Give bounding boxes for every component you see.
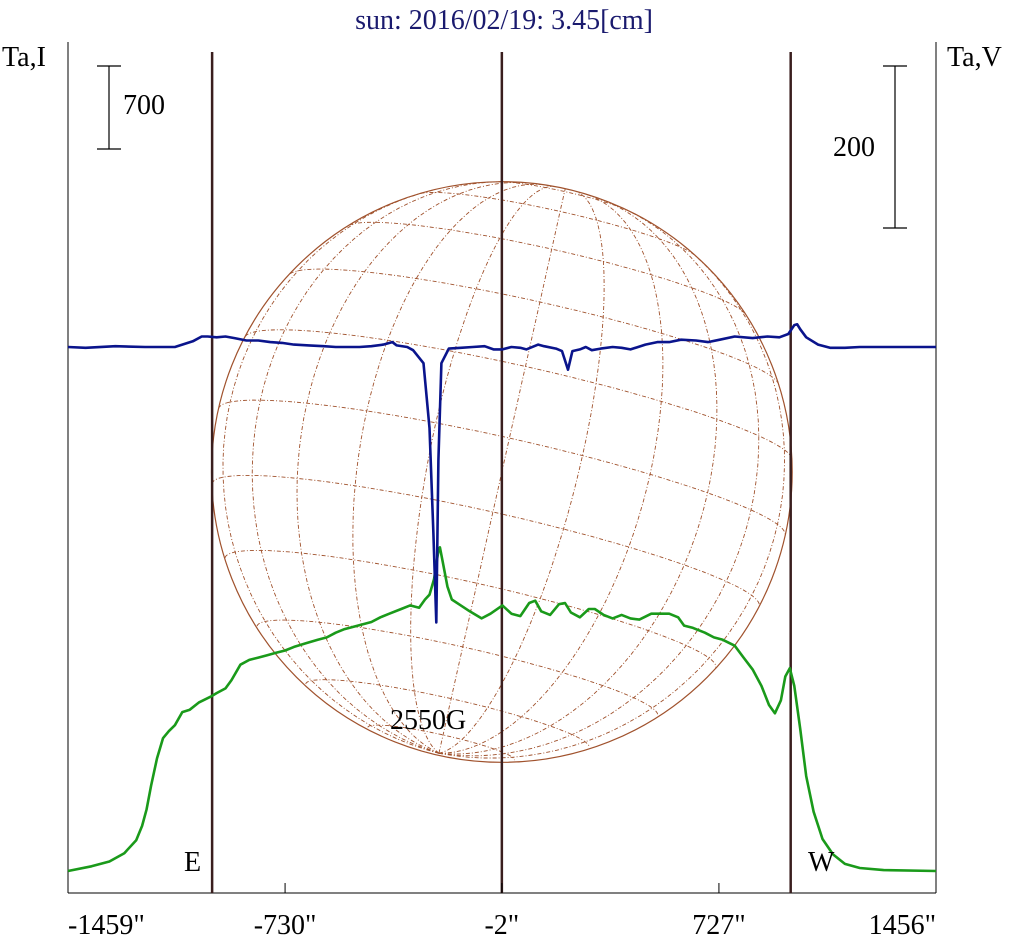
x-tick-label: 1456" [869,910,936,941]
disk-grid-line [224,549,717,668]
series-line-Ta,V [67,323,936,624]
left-scale-value: 700 [123,90,165,121]
disk-grid-line [289,268,779,384]
disk-grid-line [244,329,793,459]
series-group [67,323,937,873]
east-limb-label: E [184,847,201,878]
disk-grid-line [438,194,664,754]
disk-grid-line [352,183,543,754]
left-scale-bar: 700 [97,65,165,150]
disk-grid-line [438,188,566,754]
x-tick-label: -1459" [68,910,145,941]
right-axis-label: Ta,V [947,42,1002,73]
right-scale-value: 200 [833,132,875,163]
disk-grid-line [438,244,785,759]
x-tick-label: -730" [254,910,317,941]
disk-grid-line [251,181,501,754]
right-scale-bar: 200 [833,65,907,229]
disk-grid-line [256,619,659,716]
disk-grid-line [438,200,718,755]
disk-grid-line [222,189,440,754]
chart-title: sun: 2016/02/19: 3.45[cm] [355,5,653,36]
x-axis: -1459" -730" -2" 727" 1456" [67,883,937,941]
field-annotation: 2550G [390,705,466,736]
disk-grid-line [296,182,523,754]
disk-grid-line [438,209,760,757]
limb-lines [210,52,792,893]
series-line-Ta,I [67,546,937,873]
disk-grid-line [211,474,760,607]
x-tick-label: 727" [692,910,745,941]
disk-grid-line [438,191,605,754]
west-limb-label: W [808,847,835,878]
x-tick-label: -2" [484,910,519,941]
left-axis-label: Ta,I [2,42,46,73]
